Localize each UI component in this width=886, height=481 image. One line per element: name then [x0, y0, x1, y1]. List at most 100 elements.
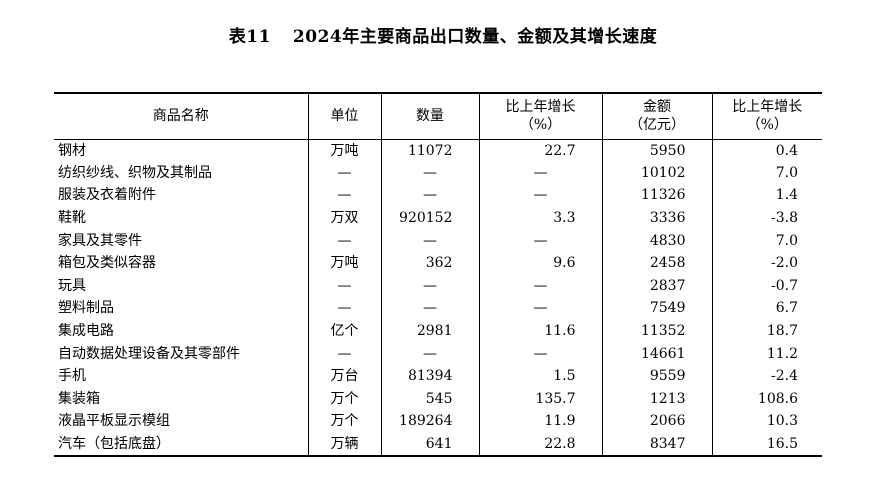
cell-unit: — [307, 274, 381, 298]
cell-qty-growth: 1.5 [478, 364, 602, 388]
cell-name: 箱包及类似容器 [58, 255, 156, 272]
cell-name: 汽车（包括底盘） [58, 435, 170, 452]
header-line1: 单位 [330, 108, 359, 125]
cell-quantity: — [380, 161, 479, 185]
cell-amount-growth: 7.0 [711, 161, 822, 185]
table-number: 表11 [228, 27, 271, 47]
cell-quantity: — [380, 229, 479, 252]
cell-unit: — [307, 184, 381, 207]
table-row: 液晶平板显示模组 万个 189264 11.9 2066 10.3 [54, 410, 822, 433]
header-row: 商品名称 单位 数量 比上年增长 （%） 金额 （亿元） 比上年增长 （%） [54, 93, 822, 140]
cell-qty-growth: 9.6 [478, 251, 602, 275]
cell-amount: 3336 [601, 206, 712, 230]
cell-qty-growth: 3.3 [478, 206, 602, 230]
cell-name: 自动数据处理设备及其零部件 [58, 345, 240, 362]
cell-name: 家具及其零件 [58, 232, 142, 249]
cell-amount-growth: 11.2 [711, 342, 822, 365]
cell-unit: 万吨 [307, 251, 381, 275]
table-row: 鞋靴 万双 920152 3.3 3336 -3.8 [54, 206, 822, 230]
table-row: 手机 万台 81394 1.5 9559 -2.4 [54, 364, 822, 388]
cell-quantity: 189264 [380, 410, 479, 433]
table-title: 表11 2024年主要商品出口数量、金额及其增长速度 [0, 22, 886, 47]
cell-amount: 10102 [601, 161, 712, 185]
cell-amount-growth: 1.4 [711, 184, 822, 207]
cell-quantity: — [380, 297, 479, 320]
cell-quantity: 545 [380, 387, 479, 411]
cell-name: 钢材 [58, 142, 86, 159]
cell-qty-growth: 11.9 [478, 410, 602, 433]
cell-amount-growth: 7.0 [711, 229, 822, 252]
cell-qty-growth: — [478, 229, 602, 252]
cell-amount: 8347 [601, 432, 712, 456]
table-row: 钢材 万吨 11072 22.7 5950 0.4 [54, 139, 822, 162]
cell-name: 塑料制品 [58, 300, 114, 317]
cell-qty-growth: 135.7 [478, 387, 602, 411]
table-row: 自动数据处理设备及其零部件 — — —14661 11.2 [54, 342, 822, 365]
cell-quantity: 362 [380, 251, 479, 275]
cell-unit: 亿个 [307, 319, 381, 343]
cell-amount-growth: -0.7 [711, 274, 822, 298]
cell-quantity: — [380, 184, 479, 207]
cell-amount: 1213 [601, 387, 712, 411]
cell-unit: — [307, 297, 381, 320]
cell-qty-growth: 22.8 [478, 432, 602, 456]
cell-unit: 万吨 [307, 139, 381, 162]
header-amount-growth: 比上年增长 （%） [711, 93, 822, 140]
cell-unit: 万个 [307, 410, 381, 433]
cell-name: 服装及衣着附件 [58, 187, 156, 204]
cell-amount-growth: 18.7 [711, 319, 822, 343]
cell-amount-growth: -2.0 [711, 251, 822, 275]
cell-name: 纺织纱线、织物及其制品 [58, 164, 212, 181]
cell-unit: — [307, 161, 381, 185]
header-name: 商品名称 [54, 93, 308, 140]
cell-amount-growth: 6.7 [711, 297, 822, 320]
cell-amount: 2066 [601, 410, 712, 433]
table-row: 家具及其零件 — — —4830 7.0 [54, 229, 822, 252]
cell-quantity: 11072 [380, 139, 479, 162]
cell-quantity: 920152 [380, 206, 479, 230]
header-unit: 单位 [307, 93, 381, 140]
cell-amount: 11352 [601, 319, 712, 343]
table-body: 钢材 万吨 11072 22.7 5950 0.4 纺织纱线、织物及其制品 — — —10102 7… [54, 139, 822, 456]
cell-qty-growth: — [478, 184, 602, 207]
cell-qty-growth: 11.6 [478, 319, 602, 343]
cell-amount: 4830 [601, 229, 712, 252]
cell-amount-growth: 0.4 [711, 139, 822, 162]
cell-unit: 万个 [307, 387, 381, 411]
table-row: 集装箱 万个 545 135.7 1213 108.6 [54, 387, 822, 411]
cell-amount-growth: -3.8 [711, 206, 822, 230]
cell-quantity: 641 [380, 432, 479, 456]
cell-amount: 14661 [601, 342, 712, 365]
cell-amount: 5950 [601, 139, 712, 162]
header-line2: （%） [746, 117, 788, 134]
cell-amount-growth: 108.6 [711, 387, 822, 411]
table-row: 纺织纱线、织物及其制品 — — —10102 7.0 [54, 161, 822, 185]
export-table: 商品名称 单位 数量 比上年增长 （%） 金额 （亿元） 比上年增长 （%） 钢材 万吨 11072… [54, 92, 822, 457]
header-line1: 金额 [643, 99, 671, 116]
cell-unit: 万双 [307, 206, 381, 230]
cell-quantity: 2981 [380, 319, 479, 343]
table-row: 服装及衣着附件 — — —11326 1.4 [54, 184, 822, 207]
table-row: 汽车（包括底盘） 万辆 641 22.8 8347 16.5 [54, 432, 822, 456]
cell-amount-growth: -2.4 [711, 364, 822, 388]
cell-unit: — [307, 342, 381, 365]
table-row: 集成电路 亿个 2981 11.6 11352 18.7 [54, 319, 822, 343]
cell-unit: — [307, 229, 381, 252]
cell-amount: 9559 [601, 364, 712, 388]
table-row: 塑料制品 — — —7549 6.7 [54, 297, 822, 320]
cell-quantity: — [380, 274, 479, 298]
cell-unit: 万辆 [307, 432, 381, 456]
cell-name: 液晶平板显示模组 [58, 413, 170, 430]
cell-name: 玩具 [58, 277, 86, 294]
header-qty-growth: 比上年增长 （%） [478, 93, 602, 140]
cell-name: 集装箱 [58, 390, 100, 407]
cell-amount: 11326 [601, 184, 712, 207]
cell-qty-growth: — [478, 297, 602, 320]
header-line2: （%） [519, 117, 562, 134]
cell-qty-growth: — [478, 161, 602, 185]
table-title-text: 2024年主要商品出口数量、金额及其增长速度 [292, 27, 658, 47]
cell-amount-growth: 16.5 [711, 432, 822, 456]
cell-quantity: 81394 [380, 364, 479, 388]
header-amount: 金额 （亿元） [601, 93, 712, 140]
cell-qty-growth: — [478, 274, 602, 298]
